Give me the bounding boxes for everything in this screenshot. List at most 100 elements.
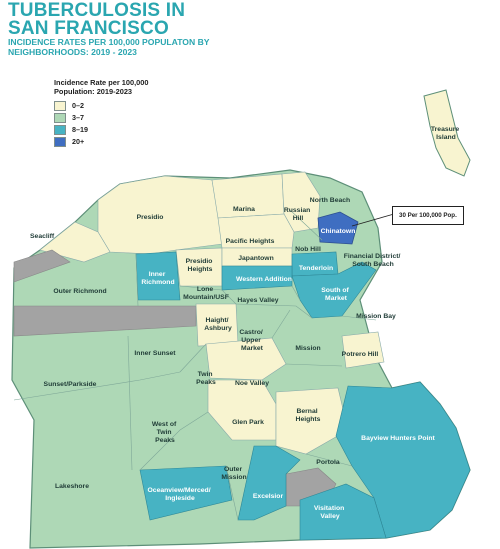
title-line-2: SAN FRANCISCO bbox=[8, 18, 169, 39]
label-bayview-hunters-point: Bayview Hunters Point bbox=[361, 435, 435, 442]
label-portola: Portola bbox=[316, 459, 340, 466]
label-line: West of bbox=[152, 421, 177, 428]
legend-title: Incidence Rate per 100,000 Population: 2… bbox=[54, 78, 194, 96]
label-lakeshore: Lakeshore bbox=[55, 483, 89, 490]
label-presidio: Presidio bbox=[137, 214, 164, 221]
lincoln-park-shape bbox=[13, 249, 71, 283]
boundary-line bbox=[291, 285, 301, 301]
treasure-island-shape bbox=[423, 89, 471, 177]
oceanview-merced-ingleside-shape bbox=[139, 465, 233, 521]
boundary-line bbox=[235, 303, 313, 319]
boundary-line bbox=[285, 363, 343, 367]
golden-gate-park-shape bbox=[13, 305, 197, 337]
label-line: Mountain/USF bbox=[183, 294, 229, 301]
label-noe-valley: Noe Valley bbox=[235, 380, 269, 387]
south-of-market-shape bbox=[291, 261, 377, 319]
label-line: Oceanview/Merced/ bbox=[148, 487, 211, 494]
boundary-line bbox=[179, 285, 237, 305]
label-line: Lone bbox=[197, 286, 213, 293]
label-line: Ingleside bbox=[165, 495, 195, 502]
boundary-line bbox=[341, 315, 377, 321]
label-line: Peaks bbox=[196, 379, 216, 386]
label-line: Upper bbox=[241, 337, 261, 344]
label-line: Market bbox=[241, 345, 264, 352]
label-tenderloin: Tenderloin bbox=[299, 265, 333, 272]
label-line: Bernal bbox=[296, 408, 317, 415]
label-marina: Marina bbox=[233, 206, 255, 213]
map-subtitle: INCIDENCE RATES PER 100,000 POPULATON BY… bbox=[8, 37, 248, 57]
label-line: Hill bbox=[293, 215, 304, 222]
boundary-line bbox=[271, 309, 291, 339]
district-boundaries bbox=[13, 209, 377, 521]
label-twin-peaks: Twin Peaks bbox=[196, 371, 216, 386]
label-line: Richmond bbox=[141, 279, 174, 286]
label-line: Financial District/ bbox=[344, 253, 401, 260]
label-chinatown: Chinatown bbox=[321, 228, 356, 235]
label-hayes-valley: Hayes Valley bbox=[237, 297, 278, 304]
label-lone-mountain: Lone Mountain/USF bbox=[183, 286, 229, 301]
label-nob-hill: Nob Hill bbox=[295, 246, 321, 253]
tenderloin-shape bbox=[291, 251, 339, 277]
visitacion-valley-shape bbox=[299, 483, 387, 541]
label-line: Visitation bbox=[314, 505, 344, 512]
label-line: Twin bbox=[198, 371, 213, 378]
label-presidio-heights: Presidio Heights bbox=[186, 258, 215, 273]
label-line: Island bbox=[436, 134, 456, 141]
label-mission: Mission bbox=[295, 345, 320, 352]
label-line: Treasure bbox=[431, 126, 460, 133]
boundary-line bbox=[127, 335, 133, 471]
label-line: South of bbox=[321, 287, 349, 294]
label-financial-district: Financial District/ South Beach bbox=[344, 253, 403, 268]
label-potrero-hill: Potrero Hill bbox=[342, 351, 379, 358]
label-japantown: Japantown bbox=[238, 255, 274, 262]
label-bernal-heights: Bernal Heights bbox=[296, 408, 321, 423]
label-line: Heights bbox=[296, 416, 321, 423]
label-haight-ashbury: Haight/ Ashbury bbox=[204, 317, 232, 332]
label-pacific-heights: Pacific Heights bbox=[226, 238, 275, 245]
boundary-line bbox=[135, 253, 139, 307]
label-south-of-market: South of Market bbox=[321, 287, 350, 302]
label-line: Outer bbox=[224, 466, 242, 473]
label-sunset-parkside: Sunset/Parkside bbox=[44, 381, 97, 388]
boundary-line bbox=[305, 453, 353, 467]
label-glen-park: Glen Park bbox=[232, 419, 264, 426]
label-inner-richmond: Inner Richmond bbox=[141, 271, 174, 286]
legend-swatch bbox=[54, 124, 66, 135]
label-seacliff: Seacliff bbox=[30, 233, 55, 240]
legend-item-0-2: 0–2 bbox=[54, 100, 194, 111]
label-line: Mission bbox=[221, 474, 246, 481]
legend-label: 0–2 bbox=[72, 101, 84, 110]
label-oceanview-merced-ingleside: Oceanview/Merced/ Ingleside bbox=[148, 487, 213, 502]
boundary-line bbox=[139, 411, 209, 471]
legend-swatch bbox=[54, 100, 66, 111]
chinatown-callout: 30 Per 100,000 Pop. bbox=[392, 206, 464, 225]
neighborhood-labels: Treasure Island North Beach Russian Hill… bbox=[30, 126, 461, 520]
legend-item-8-19: 8–19 bbox=[54, 124, 194, 135]
map-title: TUBERCULOSIS IN SAN FRANCISCO bbox=[8, 1, 185, 39]
potrero-hill-shape bbox=[341, 331, 385, 369]
label-line: Presidio bbox=[186, 258, 213, 265]
excelsior-shape bbox=[237, 445, 301, 521]
label-russian-hill: Russian Hill bbox=[284, 207, 312, 222]
label-castro: Castro/ Upper Market bbox=[239, 329, 264, 352]
legend-swatch bbox=[54, 136, 66, 147]
pacific-heights-shape bbox=[217, 213, 295, 249]
label-line: Peaks bbox=[155, 437, 175, 444]
label-line: Twin bbox=[157, 429, 172, 436]
legend-title-line-1: Incidence Rate per 100,000 bbox=[54, 78, 149, 87]
bernal-heights-shape bbox=[275, 387, 349, 455]
label-treasure-island: Treasure Island bbox=[431, 126, 461, 141]
label-mission-bay: Mission Bay bbox=[356, 313, 396, 320]
seacliff-shape bbox=[39, 221, 111, 263]
subtitle-line-1: INCIDENCE RATES PER 100,000 POPULATON BY bbox=[8, 37, 210, 47]
noe-valley-shape bbox=[205, 337, 287, 381]
label-line: Haight/ bbox=[206, 317, 229, 324]
label-western-addition: Western Addition bbox=[236, 276, 292, 283]
label-excelsior: Excelsior bbox=[253, 493, 284, 500]
boundary-line bbox=[289, 209, 323, 241]
label-west-of-twin-peaks: West of Twin Peaks bbox=[152, 421, 178, 444]
legend-swatch bbox=[54, 112, 66, 123]
label-line: Market bbox=[325, 295, 348, 302]
label-outer-richmond: Outer Richmond bbox=[53, 288, 106, 295]
